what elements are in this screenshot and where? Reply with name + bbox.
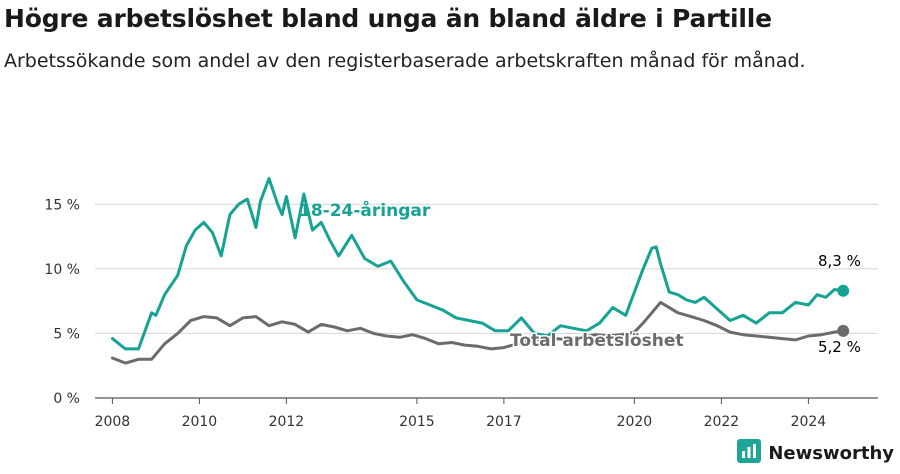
newsworthy-brand[interactable]: Newsworthy — [736, 438, 894, 468]
series-label-total: Total arbetslöshet — [510, 331, 684, 351]
end-marker-total — [837, 324, 850, 337]
end-marker-youth — [837, 284, 850, 297]
chart-subtitle: Arbetssökande som andel av den registerb… — [4, 50, 806, 72]
x-tick-label: 2015 — [399, 414, 435, 430]
grid-layer: 0 % 5 % 10 % 15 % 2008 2010 2012 2015 2017 2020 20… — [44, 197, 878, 430]
y-tick-label: 10 % — [44, 262, 80, 278]
x-tick-label: 2022 — [704, 414, 740, 430]
x-tick-label: 2010 — [182, 414, 218, 430]
y-tick-label: 0 % — [53, 391, 80, 407]
x-tick-label: 2017 — [486, 414, 522, 430]
label-layer: 18-24-åringar Total arbetslöshet 8,3 % 5… — [299, 199, 861, 356]
x-tick-label: 2024 — [791, 414, 827, 430]
series-layer — [110, 177, 850, 365]
series-line-total — [110, 300, 845, 365]
end-value-youth: 8,3 % — [818, 252, 861, 270]
x-tick-label: 2020 — [617, 414, 653, 430]
end-value-total: 5,2 % — [818, 338, 861, 356]
y-tick-label: 15 % — [44, 197, 80, 213]
x-tick-label: 2008 — [95, 414, 131, 430]
chart-title: Högre arbetslöshet bland unga än bland ä… — [4, 4, 772, 33]
series-line-youth — [110, 177, 845, 351]
brand-name: Newsworthy — [768, 442, 894, 464]
x-tick-label: 2012 — [269, 414, 305, 430]
series-label-youth: 18-24-åringar — [299, 199, 431, 221]
y-tick-label: 5 % — [53, 326, 80, 342]
newsworthy-logo-icon — [736, 438, 762, 468]
